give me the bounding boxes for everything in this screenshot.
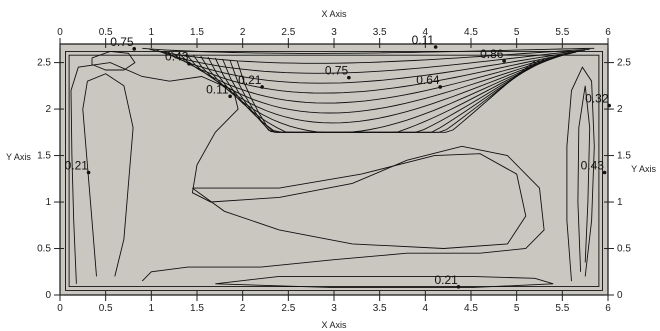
contour-lid-1 bbox=[142, 47, 595, 54]
x-tick-label-bottom: 6 bbox=[605, 303, 611, 314]
y-tick-label-left: 1 bbox=[45, 197, 51, 208]
contour-label-marker bbox=[86, 170, 91, 175]
y-tick-label-left: 1.5 bbox=[37, 151, 51, 162]
contour-center bbox=[192, 153, 527, 249]
y-axis-title-left: Y Axis bbox=[6, 152, 31, 162]
contour-label-marker bbox=[433, 45, 438, 49]
x-tick-label-bottom: 1 bbox=[149, 303, 155, 314]
axis-ticks: 000.50.5111.51.5222.52.5333.53.5444.54.5… bbox=[37, 27, 631, 314]
contour-label: 0.43 bbox=[165, 50, 189, 64]
contour-boundary-2 bbox=[68, 54, 600, 288]
x-tick-label-bottom: 3.5 bbox=[373, 303, 387, 314]
contour-lid-14 bbox=[236, 60, 536, 133]
contour-right-1 bbox=[566, 66, 595, 282]
contour-label: 0.64 bbox=[416, 73, 440, 87]
contour-lid-6 bbox=[178, 52, 572, 104]
contour-lines bbox=[65, 47, 603, 291]
x-tick-label-bottom: 0 bbox=[57, 303, 63, 314]
y-tick-label-right: 1.5 bbox=[617, 151, 631, 162]
contour-label: 0.11 bbox=[412, 33, 435, 47]
y-tick-label-right: 1 bbox=[617, 197, 623, 208]
x-axis-title-top: X Axis bbox=[321, 9, 347, 19]
contour-label-marker bbox=[347, 75, 351, 80]
contour-label-marker bbox=[228, 94, 232, 99]
contour-label: 0.21 bbox=[65, 159, 89, 173]
contour-label-marker bbox=[187, 61, 191, 66]
contour-bottom bbox=[215, 275, 554, 289]
contour-lid-4 bbox=[163, 50, 581, 84]
x-tick-label-bottom: 2 bbox=[240, 303, 246, 314]
x-tick-label-bottom: 5.5 bbox=[555, 303, 569, 314]
contour-boundary-1 bbox=[65, 50, 603, 291]
x-tick-label-top: 3.5 bbox=[373, 27, 387, 38]
contour-label-marker bbox=[260, 85, 264, 89]
x-tick-label-top: 4.5 bbox=[464, 27, 478, 38]
x-tick-label-top: 2 bbox=[240, 27, 246, 38]
contour-label: 0.86 bbox=[480, 47, 504, 61]
contour-label-marker bbox=[502, 59, 506, 63]
contour-lid-3 bbox=[156, 49, 586, 74]
y-tick-label-right: 2.5 bbox=[617, 58, 631, 69]
contour-label-marker bbox=[438, 85, 443, 89]
y-tick-label-left: 0.5 bbox=[37, 244, 51, 255]
x-tick-label-top: 3 bbox=[331, 27, 337, 38]
contour-label-marker bbox=[607, 103, 611, 108]
x-tick-label-bottom: 0.5 bbox=[99, 303, 113, 314]
x-tick-label-bottom: 5 bbox=[514, 303, 520, 314]
contour-label: 0.43 bbox=[581, 159, 605, 173]
contour-label: 0.21 bbox=[434, 273, 458, 287]
x-tick-label-bottom: 4.5 bbox=[464, 303, 478, 314]
contour-label-marker bbox=[602, 170, 607, 175]
x-tick-label-top: 0 bbox=[57, 27, 63, 38]
y-tick-label-left: 2 bbox=[45, 104, 51, 115]
plot-domain bbox=[59, 43, 609, 296]
contour-label: 0.11 bbox=[206, 82, 229, 96]
x-tick-label-top: 5 bbox=[514, 27, 520, 38]
x-tick-label-top: 6 bbox=[605, 27, 611, 38]
contour-label: 0.75 bbox=[325, 64, 349, 78]
contour-lid-9 bbox=[200, 55, 558, 133]
x-tick-label-top: 0.5 bbox=[99, 27, 113, 38]
contour-label: 0.32 bbox=[585, 92, 609, 106]
contour-label: 0.75 bbox=[110, 35, 134, 49]
contour-main-loop bbox=[70, 62, 545, 284]
x-tick-label-bottom: 1.5 bbox=[190, 303, 204, 314]
contour-label-marker bbox=[456, 285, 461, 289]
x-tick-label-top: 4 bbox=[423, 27, 429, 38]
x-tick-label-top: 1.5 bbox=[190, 27, 204, 38]
x-tick-label-top: 2.5 bbox=[281, 27, 295, 38]
contour-labels: 0.75 0.11 0.86 0.43 0.75 0.64 0.21 0.11 0.32 0.21… bbox=[65, 33, 611, 289]
y-tick-label-left: 2.5 bbox=[37, 58, 51, 69]
y-tick-label-right: 2 bbox=[617, 104, 623, 115]
x-tick-label-bottom: 3 bbox=[331, 303, 337, 314]
x-tick-label-top: 1 bbox=[149, 27, 155, 38]
contour-left-inner bbox=[82, 73, 134, 277]
x-tick-label-bottom: 2.5 bbox=[281, 303, 295, 314]
y-tick-label-left: 0 bbox=[45, 290, 51, 301]
contour-corner-vortex bbox=[91, 50, 136, 71]
contour-lid-7 bbox=[185, 53, 568, 114]
x-tick-label-bottom: 4 bbox=[423, 303, 429, 314]
contour-label: 0.21 bbox=[238, 73, 262, 87]
x-axis-title-bottom: X Axis bbox=[321, 320, 347, 330]
y-tick-label-right: 0 bbox=[617, 290, 623, 301]
contour-right-2 bbox=[577, 85, 591, 272]
x-tick-label-top: 5.5 bbox=[555, 27, 569, 38]
contour-label-marker bbox=[132, 47, 137, 51]
y-axis-title-right: Y Axis bbox=[631, 164, 656, 174]
y-tick-label-right: 0.5 bbox=[617, 244, 631, 255]
